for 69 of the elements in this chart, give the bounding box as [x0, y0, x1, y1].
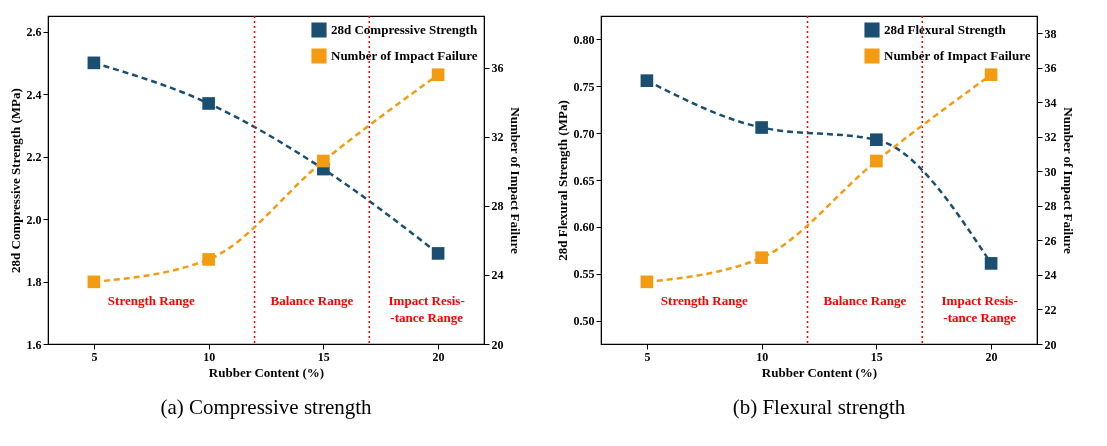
- point: [640, 74, 654, 87]
- annotation: Impact Resis- -tance Range: [388, 293, 465, 325]
- y2-tick-label: 24: [491, 268, 504, 283]
- y2-tick-label: 32: [491, 130, 504, 145]
- x-tick-label: 5: [644, 349, 651, 364]
- x-tick-label: 20: [985, 349, 998, 364]
- y-tick-label: 2.6: [26, 25, 42, 40]
- x-tick-label: 10: [203, 349, 216, 364]
- point: [431, 68, 445, 82]
- y-tick-label: 1.6: [26, 337, 42, 352]
- y-axis-title: 28d Compressive Strength (MPa): [7, 88, 23, 273]
- x-tick-label: 10: [756, 349, 769, 364]
- y-tick-label: 0.75: [573, 79, 595, 94]
- point: [984, 68, 998, 82]
- point: [87, 275, 101, 289]
- point: [317, 154, 330, 168]
- y-tick-label: 2.0: [26, 212, 42, 227]
- annotation: Balance Range: [823, 293, 907, 308]
- point: [87, 56, 101, 70]
- point: [984, 257, 998, 270]
- x-axis-title: Rubber Content (%): [761, 364, 878, 380]
- text: (b) Flexural strength: [732, 395, 906, 419]
- y2-tick-label: 22: [1044, 302, 1057, 317]
- annotation: Strength Range: [660, 293, 748, 308]
- annotation: Strength Range: [107, 293, 195, 308]
- legend-label: 28d Compressive Strength: [331, 22, 478, 37]
- y-tick-label: 0.50: [573, 314, 595, 329]
- point: [431, 247, 445, 260]
- y2-tick-label: 34: [1044, 95, 1057, 110]
- y-tick-label: 2.4: [26, 87, 42, 102]
- y2-tick-label: 38: [1044, 26, 1057, 41]
- x-tick-label: 5: [91, 349, 98, 364]
- y2-tick-label: 30: [1044, 164, 1057, 179]
- point: [870, 154, 883, 168]
- x-tick-label: 20: [432, 349, 445, 364]
- y-tick-label: 0.70: [573, 126, 595, 141]
- y-tick-label: 0.80: [573, 32, 595, 47]
- x-tick-label: 15: [870, 349, 883, 364]
- legend-label: Number of Impact Failure: [884, 48, 1031, 63]
- point: [755, 121, 768, 134]
- point: [870, 133, 883, 147]
- y2-tick-label: 24: [1044, 268, 1057, 283]
- annotation: Impact Resis- -tance Range: [941, 293, 1018, 325]
- x-tick-label: 15: [317, 349, 330, 364]
- y2-tick-label: 36: [491, 61, 504, 76]
- y2-tick-label: 26: [1044, 233, 1057, 248]
- y2-axis-title: Number of Impact Failure: [1060, 107, 1076, 254]
- point: [202, 97, 215, 110]
- y-tick-label: 2.2: [26, 150, 42, 165]
- y2-tick-label: 32: [1044, 130, 1057, 145]
- y2-tick-label: 28: [1044, 199, 1057, 214]
- y2-tick-label: 36: [1044, 61, 1057, 76]
- legend-label: Number of Impact Failure: [331, 48, 478, 63]
- y-tick-label: 1.8: [26, 275, 42, 290]
- text: (a) Compressive strength: [160, 395, 373, 419]
- x-axis-title: Rubber Content (%): [208, 364, 325, 380]
- y2-tick-label: 20: [491, 337, 504, 352]
- y-axis-title: 28d Flexural Strength (MPa): [554, 100, 570, 261]
- annotation: Balance Range: [270, 293, 354, 308]
- point: [755, 251, 768, 265]
- point: [202, 253, 215, 266]
- y2-tick-label: 20: [1044, 337, 1057, 352]
- y2-axis-title: Number of Impact Failure: [507, 107, 523, 254]
- y-tick-label: 0.65: [573, 173, 595, 188]
- point: [640, 275, 654, 289]
- y2-tick-label: 28: [491, 199, 504, 214]
- legend-label: 28d Flexural Strength: [884, 22, 1007, 37]
- y-tick-label: 0.60: [573, 220, 595, 235]
- y-tick-label: 0.55: [573, 267, 595, 282]
